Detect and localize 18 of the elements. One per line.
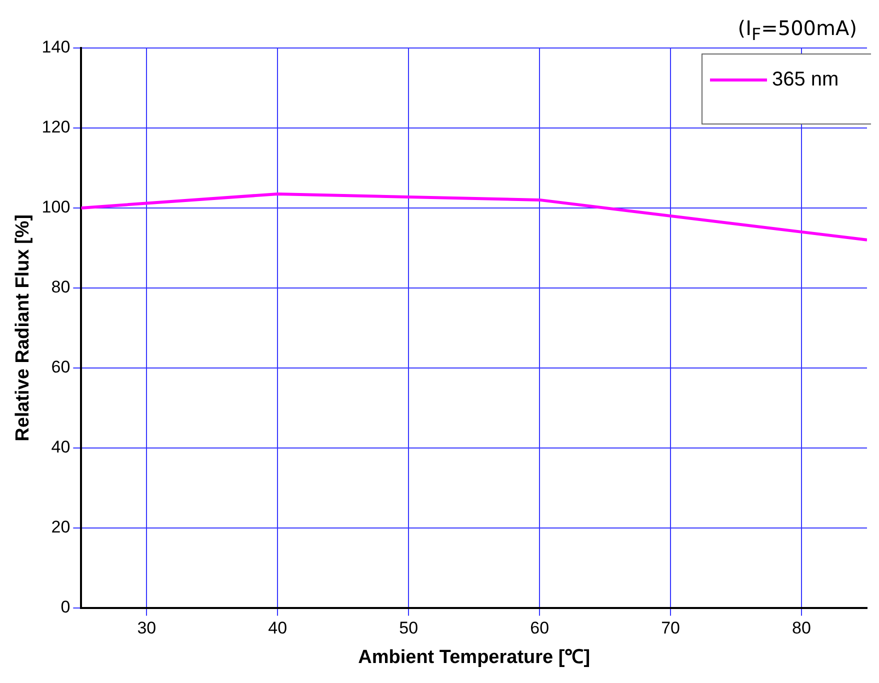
y-tick-label: 120 [42,118,70,137]
x-tick-label: 80 [792,618,811,638]
legend-label: 365 nm [772,68,839,91]
x-axis-title: Ambient Temperature [℃] [358,646,590,668]
x-tick-label: 50 [399,618,418,638]
y-tick-label: 100 [42,198,70,217]
x-tick-label: 30 [137,618,156,638]
y-tick-label: 0 [60,597,70,616]
y-tick-label: 20 [51,518,70,537]
x-tick-label: 60 [530,618,550,638]
y-tick-label: 60 [51,358,70,377]
y-tick-label: 80 [51,278,70,297]
x-tick-label: 40 [268,618,288,638]
y-tick-label: 40 [51,438,70,457]
x-tick-label: 70 [661,618,680,638]
y-tick-label: 140 [42,38,70,57]
y-axis-title: Relative Radiant Flux [%] [12,214,34,442]
text: (I$_{F}$=500mA) [738,16,857,44]
